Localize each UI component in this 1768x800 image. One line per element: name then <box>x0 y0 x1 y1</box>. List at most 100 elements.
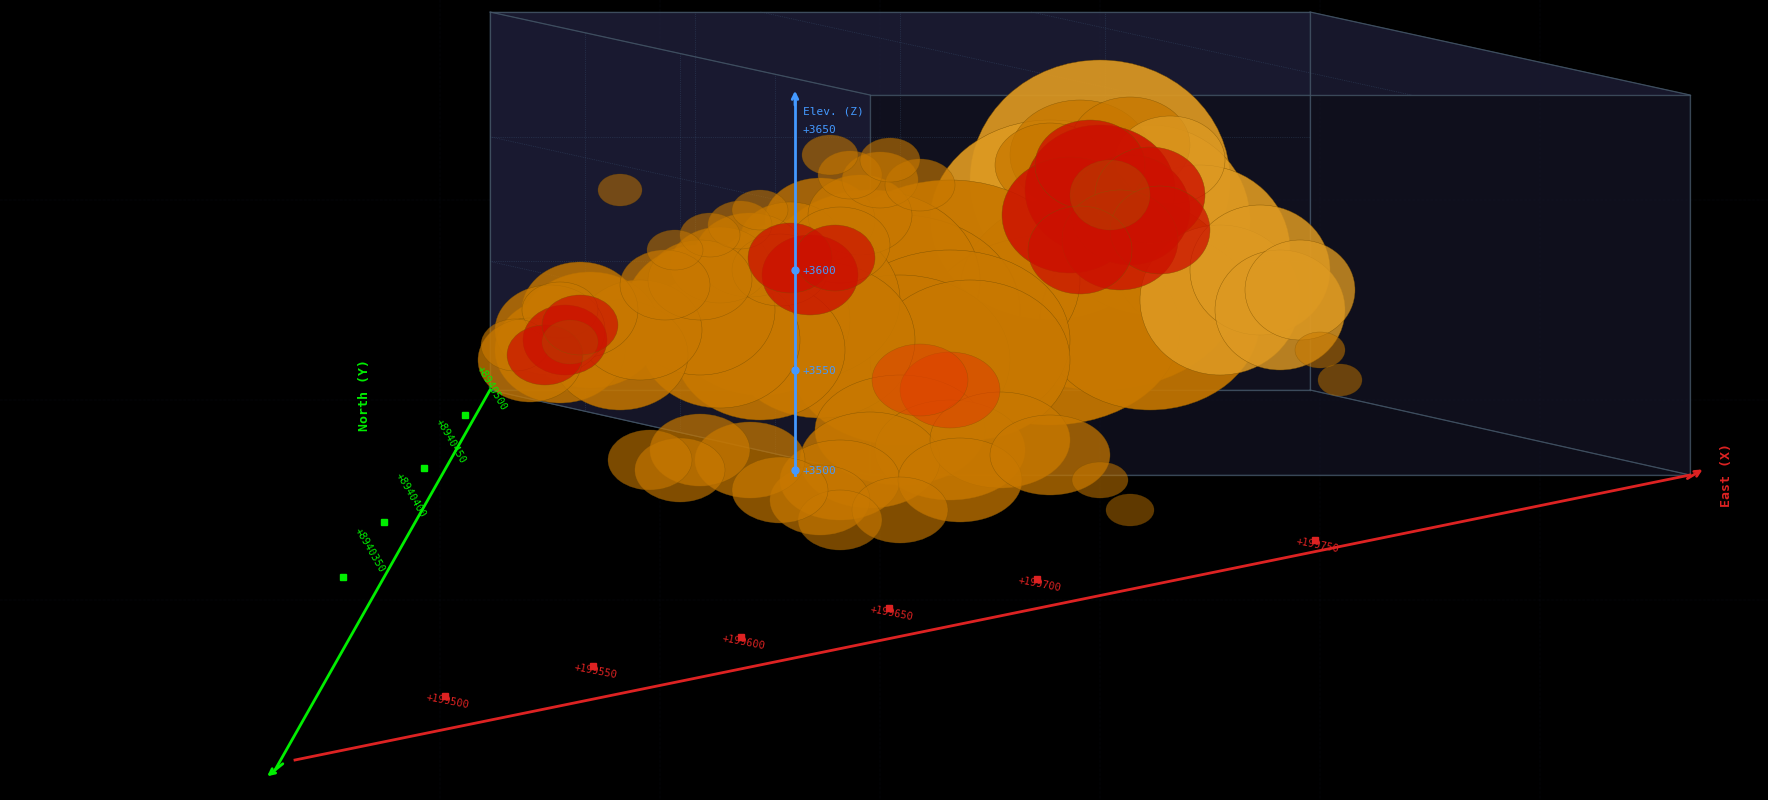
Ellipse shape <box>771 465 870 535</box>
Ellipse shape <box>578 280 702 380</box>
Ellipse shape <box>872 344 969 416</box>
Ellipse shape <box>1110 165 1291 335</box>
Text: +3500: +3500 <box>803 466 836 476</box>
Ellipse shape <box>797 490 882 550</box>
Ellipse shape <box>796 225 875 291</box>
Ellipse shape <box>1215 250 1345 370</box>
Ellipse shape <box>1317 364 1361 396</box>
Ellipse shape <box>760 190 979 370</box>
Text: +199550: +199550 <box>573 662 617 680</box>
Ellipse shape <box>495 285 605 375</box>
Ellipse shape <box>651 414 750 486</box>
Ellipse shape <box>859 138 919 182</box>
Polygon shape <box>1310 12 1690 475</box>
Text: +199700: +199700 <box>1017 575 1063 593</box>
Polygon shape <box>490 390 1690 475</box>
Ellipse shape <box>829 250 1070 430</box>
Ellipse shape <box>1245 240 1354 340</box>
Ellipse shape <box>762 235 857 315</box>
Ellipse shape <box>790 207 889 283</box>
Text: North (Y): North (Y) <box>357 359 371 431</box>
Ellipse shape <box>803 135 857 175</box>
Text: +199500: +199500 <box>424 692 470 710</box>
Ellipse shape <box>799 412 941 508</box>
Ellipse shape <box>1025 125 1176 255</box>
Ellipse shape <box>900 352 1001 428</box>
Ellipse shape <box>1063 190 1177 290</box>
Polygon shape <box>490 12 1310 390</box>
Ellipse shape <box>995 123 1105 207</box>
Ellipse shape <box>1294 332 1345 368</box>
Ellipse shape <box>732 190 789 230</box>
Ellipse shape <box>1110 186 1209 274</box>
Text: +8940350: +8940350 <box>354 526 387 574</box>
Ellipse shape <box>732 234 827 306</box>
Ellipse shape <box>898 438 1022 522</box>
Ellipse shape <box>990 415 1110 495</box>
Ellipse shape <box>1070 155 1190 265</box>
Ellipse shape <box>1070 160 1149 230</box>
Polygon shape <box>490 12 870 475</box>
Ellipse shape <box>790 275 1010 445</box>
Ellipse shape <box>670 245 850 395</box>
Ellipse shape <box>477 318 582 402</box>
Text: Elev. (Z): Elev. (Z) <box>803 107 865 117</box>
Ellipse shape <box>820 180 1080 380</box>
Ellipse shape <box>930 120 1170 320</box>
Ellipse shape <box>819 151 882 199</box>
Ellipse shape <box>919 235 1179 425</box>
Ellipse shape <box>960 190 1239 390</box>
Ellipse shape <box>748 223 833 293</box>
Ellipse shape <box>1094 147 1206 243</box>
Ellipse shape <box>608 430 691 490</box>
Text: East (X): East (X) <box>1720 443 1733 507</box>
Ellipse shape <box>700 220 900 380</box>
Ellipse shape <box>1002 157 1139 273</box>
Text: +3550: +3550 <box>803 366 836 376</box>
Text: +199750: +199750 <box>1294 536 1340 554</box>
Ellipse shape <box>1040 230 1261 410</box>
Ellipse shape <box>1010 100 1149 210</box>
Ellipse shape <box>523 305 606 375</box>
Ellipse shape <box>640 272 799 408</box>
Ellipse shape <box>507 325 583 385</box>
Ellipse shape <box>522 262 638 358</box>
Ellipse shape <box>808 175 912 255</box>
Ellipse shape <box>707 201 773 249</box>
Ellipse shape <box>930 392 1070 488</box>
Ellipse shape <box>971 60 1231 300</box>
Ellipse shape <box>852 477 948 543</box>
Ellipse shape <box>1071 462 1128 498</box>
Text: +3600: +3600 <box>803 266 836 276</box>
Ellipse shape <box>626 245 774 375</box>
Ellipse shape <box>766 178 875 262</box>
Ellipse shape <box>621 250 711 320</box>
Ellipse shape <box>543 295 619 355</box>
Ellipse shape <box>875 400 1025 500</box>
Polygon shape <box>490 12 1690 95</box>
Ellipse shape <box>1190 205 1330 335</box>
Ellipse shape <box>495 297 626 403</box>
Ellipse shape <box>780 215 1020 405</box>
Ellipse shape <box>1140 225 1299 375</box>
Ellipse shape <box>1050 125 1250 315</box>
Ellipse shape <box>695 213 804 297</box>
Ellipse shape <box>695 422 804 498</box>
Ellipse shape <box>1027 206 1132 294</box>
Ellipse shape <box>732 457 827 523</box>
Ellipse shape <box>886 159 955 211</box>
Ellipse shape <box>1034 120 1146 210</box>
Text: +8940450: +8940450 <box>433 417 469 465</box>
Ellipse shape <box>1107 494 1155 526</box>
Ellipse shape <box>870 280 1070 440</box>
Ellipse shape <box>647 230 704 270</box>
Ellipse shape <box>520 272 659 388</box>
Text: +8940500: +8940500 <box>476 364 509 412</box>
Ellipse shape <box>675 280 845 420</box>
Ellipse shape <box>842 152 918 208</box>
Ellipse shape <box>598 174 642 206</box>
Ellipse shape <box>725 262 916 418</box>
Ellipse shape <box>481 319 550 371</box>
Ellipse shape <box>543 320 598 364</box>
Ellipse shape <box>670 227 771 303</box>
